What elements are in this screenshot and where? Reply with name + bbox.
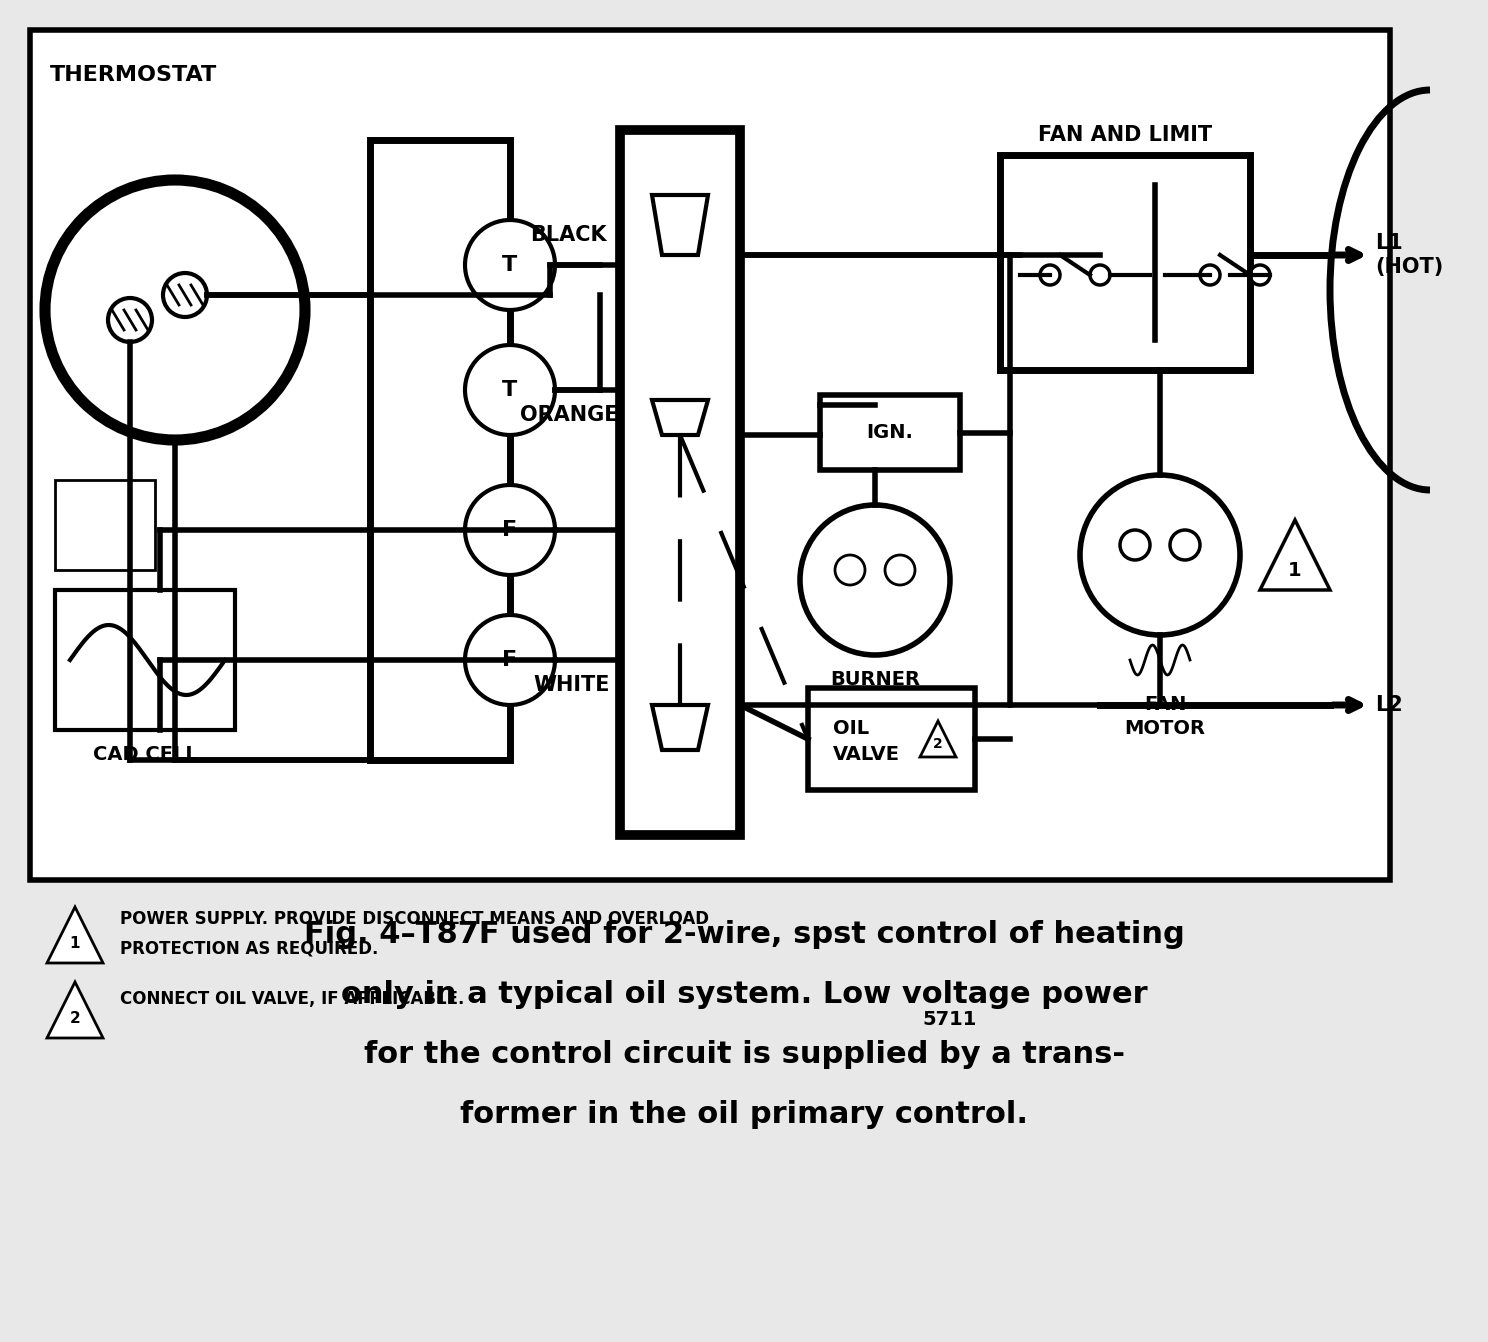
Polygon shape (48, 907, 103, 964)
Circle shape (885, 556, 915, 585)
Text: 1: 1 (70, 935, 80, 951)
Text: 2: 2 (933, 737, 943, 752)
Text: Fig. 4–T87F used for 2-wire, spst control of heating: Fig. 4–T87F used for 2-wire, spst contro… (304, 921, 1184, 949)
Circle shape (464, 345, 555, 435)
Bar (55, 590, 235, 730)
Circle shape (464, 615, 555, 705)
Text: 2: 2 (70, 1011, 80, 1025)
Polygon shape (652, 195, 708, 255)
Circle shape (1199, 264, 1220, 285)
Circle shape (109, 298, 152, 342)
Text: for the control circuit is supplied by a trans-: for the control circuit is supplied by a… (363, 1040, 1125, 1070)
Bar (1000, 154, 1250, 370)
Circle shape (464, 220, 555, 310)
Text: PROTECTION AS REQUIRED.: PROTECTION AS REQUIRED. (121, 939, 378, 958)
Text: FAN AND LIMIT: FAN AND LIMIT (1039, 125, 1213, 145)
Text: former in the oil primary control.: former in the oil primary control. (460, 1100, 1028, 1129)
Text: CAD CELL: CAD CELL (92, 745, 198, 764)
Polygon shape (652, 400, 708, 435)
Text: F: F (503, 650, 518, 670)
Circle shape (1091, 264, 1110, 285)
Bar (30, 30, 1390, 880)
Text: VALVE: VALVE (833, 745, 900, 764)
Circle shape (835, 556, 865, 585)
Circle shape (45, 180, 305, 440)
Text: ORANGE: ORANGE (519, 405, 619, 425)
Circle shape (1040, 264, 1059, 285)
Circle shape (1120, 530, 1150, 560)
Bar (55, 480, 155, 570)
Polygon shape (1260, 519, 1330, 590)
Circle shape (164, 272, 207, 317)
Text: L2: L2 (1375, 695, 1403, 715)
Polygon shape (48, 982, 103, 1037)
Text: WHITE: WHITE (533, 675, 610, 695)
Text: 5711: 5711 (923, 1011, 978, 1029)
Text: BLACK: BLACK (530, 225, 607, 246)
Text: THERMOSTAT: THERMOSTAT (51, 64, 217, 85)
Text: OIL: OIL (833, 719, 869, 738)
Text: T: T (503, 380, 518, 400)
Text: 1: 1 (1289, 561, 1302, 580)
Text: POWER SUPPLY. PROVIDE DISCONNECT MEANS AND OVERLOAD: POWER SUPPLY. PROVIDE DISCONNECT MEANS A… (121, 910, 708, 929)
Polygon shape (920, 721, 955, 757)
Bar (620, 130, 740, 835)
Text: only in a typical oil system. Low voltage power: only in a typical oil system. Low voltag… (341, 980, 1147, 1009)
Circle shape (1170, 530, 1199, 560)
Circle shape (801, 505, 949, 655)
Bar (30, 30, 1390, 880)
Circle shape (1080, 475, 1240, 635)
Text: BURNER: BURNER (830, 670, 920, 688)
Bar (820, 395, 960, 470)
Text: CONNECT OIL VALVE, IF APPLICABLE.: CONNECT OIL VALVE, IF APPLICABLE. (121, 990, 464, 1008)
Circle shape (1250, 264, 1269, 285)
Bar (808, 688, 975, 790)
Text: IGN.: IGN. (866, 423, 914, 442)
Text: L1
(HOT): L1 (HOT) (1375, 234, 1443, 276)
Text: F: F (503, 519, 518, 539)
Text: FAN
MOTOR: FAN MOTOR (1125, 695, 1205, 738)
Circle shape (464, 484, 555, 574)
Polygon shape (652, 705, 708, 750)
Text: T: T (503, 255, 518, 275)
Bar (371, 140, 510, 760)
